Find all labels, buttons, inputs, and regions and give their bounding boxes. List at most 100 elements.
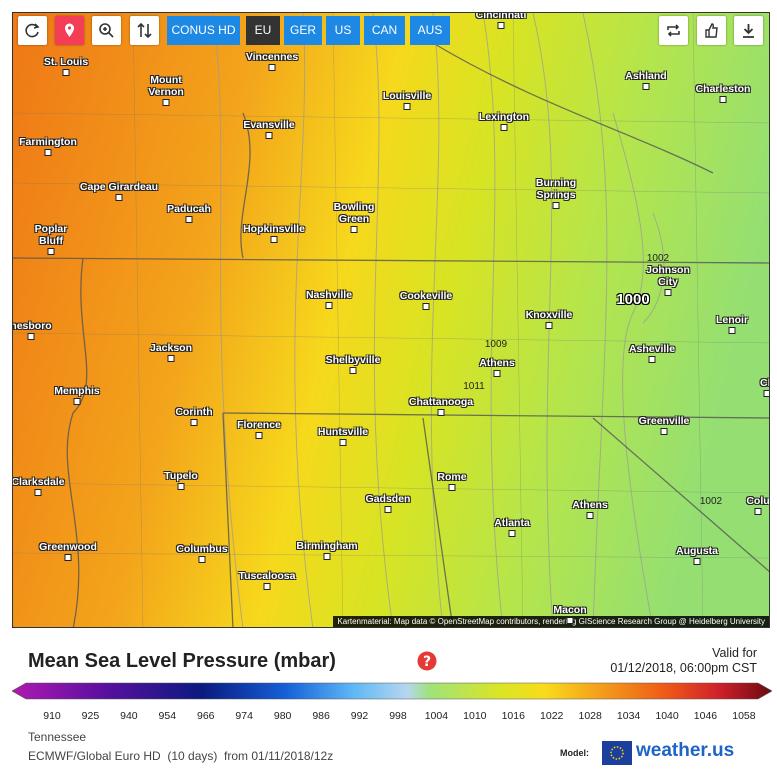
- city-label: Clarksdale: [12, 476, 65, 488]
- model-label: Model:: [560, 748, 589, 758]
- city-label: Evansville: [243, 119, 295, 131]
- zoom-button[interactable]: [92, 16, 121, 45]
- isobar-label: 1000: [616, 291, 650, 308]
- city-marker: [384, 506, 392, 513]
- scale-label: 986: [312, 710, 330, 722]
- location-button[interactable]: [55, 16, 84, 45]
- like-button[interactable]: [697, 16, 726, 45]
- city-marker: [693, 558, 701, 565]
- region-button[interactable]: CONUS HD: [167, 16, 240, 45]
- city-marker: [660, 428, 668, 435]
- city-label: Colu: [746, 495, 770, 507]
- city-marker: [115, 194, 123, 201]
- city-marker: [566, 617, 574, 624]
- city-marker: [586, 512, 594, 519]
- city-marker: [545, 322, 553, 329]
- city-label: Gadsden: [365, 493, 411, 505]
- region-button[interactable]: CAN: [364, 16, 405, 45]
- city-label: Atlanta: [494, 517, 530, 529]
- city-label: Ch: [760, 377, 769, 389]
- region-button[interactable]: GER: [284, 16, 322, 45]
- city-marker: [500, 124, 508, 131]
- brand: weather.us: [636, 740, 735, 761]
- city-marker: [47, 248, 55, 255]
- city-marker: [177, 483, 185, 490]
- city-marker: [265, 132, 273, 139]
- city-marker: [263, 583, 271, 590]
- city-label: Nashville: [305, 289, 353, 301]
- city-label: Mount Vernon: [148, 74, 184, 98]
- color-scale: [12, 682, 772, 700]
- city-marker: [73, 398, 81, 405]
- download-button[interactable]: [734, 16, 763, 45]
- city-marker: [493, 370, 501, 377]
- city-marker: [437, 409, 445, 416]
- scale-label: 992: [350, 710, 369, 722]
- scale-label: 998: [389, 710, 407, 722]
- city-marker: [349, 367, 357, 374]
- city-label: Lenoir: [715, 314, 749, 326]
- city-marker: [167, 355, 175, 362]
- scale-label: 940: [120, 710, 138, 722]
- help-icon[interactable]: ?: [417, 651, 437, 671]
- region-button[interactable]: US: [326, 16, 360, 45]
- region-button[interactable]: EU: [246, 16, 280, 45]
- city-label: Greenwood: [39, 541, 97, 553]
- city-marker: [497, 22, 505, 29]
- isobar-label: 1002: [646, 253, 670, 264]
- scale-label: 980: [273, 710, 292, 722]
- city-marker: [422, 303, 430, 310]
- city-label: Tuscaloosa: [238, 570, 296, 582]
- region: Tennessee: [28, 730, 87, 744]
- city-label: Poplar Bluff: [34, 223, 68, 247]
- city-marker: [754, 508, 762, 515]
- svg-text:?: ?: [423, 654, 431, 670]
- city-marker: [448, 484, 456, 491]
- city-marker: [728, 327, 736, 334]
- city-marker: [508, 530, 516, 537]
- loop-button[interactable]: [659, 16, 688, 45]
- city-marker: [323, 553, 331, 560]
- scale-label: 1028: [578, 710, 602, 722]
- city-marker: [190, 419, 198, 426]
- sort-button[interactable]: [130, 16, 159, 45]
- city-label: Huntsville: [317, 426, 369, 438]
- map-background: [13, 13, 769, 627]
- model-run: ECMWF/Global Euro HD (10 days) from 01/1…: [28, 749, 334, 763]
- city-marker: [64, 554, 72, 561]
- city-label: Chattanooga: [408, 396, 474, 408]
- valid-label: Valid for: [712, 646, 757, 660]
- attribution: Kartenmaterial: Map data © OpenStreetMap…: [333, 616, 769, 627]
- region-button[interactable]: AUS: [410, 16, 450, 45]
- city-label: Asheville: [628, 343, 676, 355]
- city-label: Ashland: [625, 70, 667, 82]
- city-label: Lexington: [478, 111, 530, 123]
- scale-label: 1004: [424, 710, 449, 722]
- scale-label: 1010: [463, 710, 487, 722]
- scale-label: 1022: [540, 710, 564, 722]
- scale-label: 1058: [732, 710, 756, 722]
- city-marker: [185, 216, 193, 223]
- city-marker: [763, 390, 769, 397]
- city-marker: [268, 64, 276, 71]
- city-label: Corinth: [175, 406, 213, 418]
- refresh-button[interactable]: [18, 16, 47, 45]
- city-label: Columbus: [176, 543, 228, 555]
- city-label: Johnson City: [646, 264, 690, 288]
- city-label: Augusta: [676, 545, 718, 557]
- city-marker: [62, 69, 70, 76]
- city-label: Shelbyville: [325, 354, 381, 366]
- city-marker: [552, 202, 560, 209]
- isobar-label: 1002: [699, 496, 723, 507]
- city-label: Paducah: [167, 203, 211, 215]
- city-label: Tupelo: [164, 470, 198, 482]
- city-label: Memphis: [54, 385, 100, 397]
- city-marker: [162, 99, 170, 106]
- city-label: Greenville: [638, 415, 690, 427]
- city-label: Cape Girardeau: [79, 181, 159, 193]
- valid-time: 01/12/2018, 06:00pm CST: [610, 661, 757, 675]
- scale-label: 1040: [655, 710, 679, 722]
- map[interactable]: Kartenmaterial: Map data © OpenStreetMap…: [12, 12, 770, 628]
- city-label: St. Louis: [43, 56, 89, 68]
